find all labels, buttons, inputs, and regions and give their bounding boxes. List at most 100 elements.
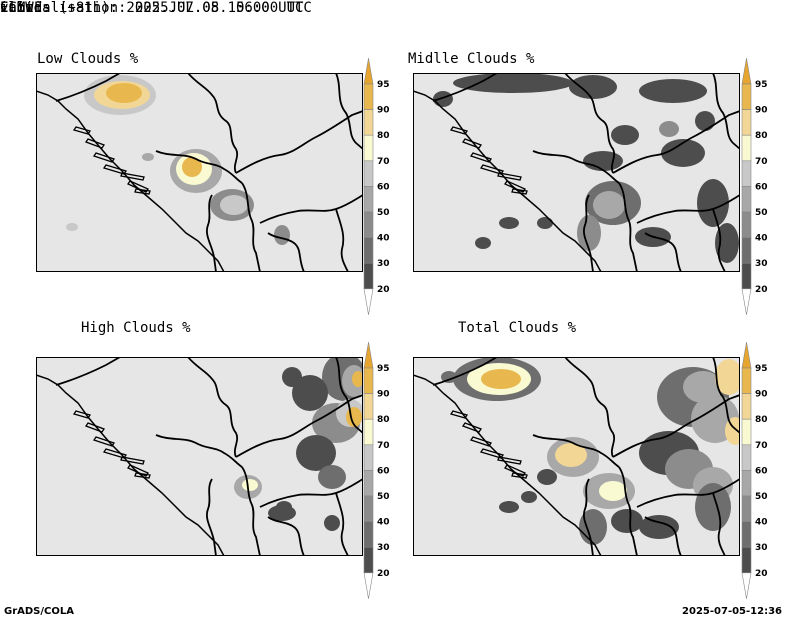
island xyxy=(72,126,92,135)
geography xyxy=(413,357,740,556)
valid-time: valid: (+81h): 2025.JUL.08 15:00 UTC xyxy=(0,0,304,16)
country-border xyxy=(432,357,498,386)
country-border xyxy=(241,182,261,272)
colorbar-bottom-left: 20 30 40 50 60 70 80 90 95 xyxy=(363,341,390,599)
island xyxy=(127,464,149,477)
cloud-contour xyxy=(593,191,625,219)
island xyxy=(134,472,151,479)
cloud-contour xyxy=(611,125,639,145)
colorbar-arrow-top xyxy=(741,57,752,85)
cloud-contour xyxy=(433,91,453,107)
colorbar-label: 80 xyxy=(755,131,768,141)
cloud-contour xyxy=(611,509,643,533)
island xyxy=(462,138,482,149)
island xyxy=(504,180,526,193)
cloud-contour xyxy=(453,73,573,93)
country-border xyxy=(259,478,363,508)
coastline xyxy=(413,90,602,272)
colorbar-segment xyxy=(741,393,752,420)
colorbar-label: 70 xyxy=(377,157,390,167)
colorbar-segment xyxy=(363,262,374,290)
colorbar-segment xyxy=(363,367,374,394)
country-border xyxy=(267,516,305,556)
colorbar-label: 90 xyxy=(755,390,768,400)
cloud-contour xyxy=(441,371,457,383)
colorbar-segment xyxy=(741,83,752,110)
coastline xyxy=(36,90,225,272)
colorbar-label: 40 xyxy=(377,234,390,244)
country-border xyxy=(612,394,740,458)
cloud-contour xyxy=(352,371,363,387)
island xyxy=(497,456,522,465)
colorbar-label: 30 xyxy=(377,543,390,553)
cloud-contour xyxy=(555,443,587,467)
island xyxy=(134,188,151,195)
cloud-contour xyxy=(521,491,537,503)
country-border xyxy=(618,466,638,556)
colorbar-arrow-top xyxy=(363,341,374,369)
cloud-contour xyxy=(577,215,601,251)
country-border xyxy=(187,73,239,174)
colorbar-label: 50 xyxy=(755,492,768,502)
colorbar-segment xyxy=(363,186,374,213)
panel-title-total: Total Clouds % xyxy=(458,320,577,336)
island xyxy=(127,180,149,193)
cloud-contour xyxy=(142,153,154,161)
island xyxy=(72,410,92,419)
country-border xyxy=(235,394,363,458)
colorbar-label: 90 xyxy=(377,390,390,400)
colorbar-segment xyxy=(741,546,752,574)
country-border xyxy=(335,492,349,556)
colorbar-segment xyxy=(741,521,752,548)
geography xyxy=(36,73,363,272)
island xyxy=(449,410,469,419)
island xyxy=(120,172,145,181)
coastline xyxy=(413,374,602,556)
country-border xyxy=(335,208,349,272)
country-border xyxy=(432,73,498,102)
colorbar-bottom-right: 20 30 40 50 60 70 80 90 95 xyxy=(741,341,768,599)
cloud-contour xyxy=(695,111,715,131)
cloud-contour xyxy=(274,225,290,245)
colorbar-segment xyxy=(363,109,374,136)
colorbar-label: 30 xyxy=(755,543,768,553)
colorbar-segment xyxy=(363,546,374,574)
country-border xyxy=(712,73,740,150)
island xyxy=(497,172,522,181)
island xyxy=(92,152,116,163)
map-frame xyxy=(413,357,740,556)
country-border xyxy=(155,434,243,468)
cloud-contour xyxy=(639,79,707,103)
cloud-contour xyxy=(569,75,617,99)
colorbar-segment xyxy=(741,237,752,264)
colorbar-segment xyxy=(741,470,752,497)
colorbar-label: 30 xyxy=(377,259,390,269)
colorbar-segment xyxy=(363,470,374,497)
colorbar-label: 20 xyxy=(377,569,390,579)
cloud-contour xyxy=(276,501,292,513)
colorbar-label: 95 xyxy=(377,364,390,374)
colorbar-arrow-bottom xyxy=(741,572,752,599)
country-border xyxy=(636,478,740,508)
country-border xyxy=(335,357,363,434)
colorbar-segment xyxy=(363,211,374,238)
colorbar-label: 80 xyxy=(377,415,390,425)
country-border xyxy=(712,357,740,434)
country-border xyxy=(335,73,363,150)
colorbar-arrow-bottom xyxy=(363,572,374,599)
country-border xyxy=(187,357,239,458)
cloud-contour xyxy=(697,179,729,227)
cloud-contour xyxy=(639,515,679,539)
model-title: ECMWF xyxy=(0,0,43,16)
colorbar-label: 50 xyxy=(377,208,390,218)
country-border xyxy=(644,232,682,272)
colorbar-top-right: 20 30 40 50 60 70 80 90 95 xyxy=(741,57,768,315)
cloud-contour xyxy=(583,151,623,171)
panel-title-low: Low Clouds % xyxy=(37,51,139,67)
colorbar-label: 70 xyxy=(755,441,768,451)
country-border xyxy=(612,110,740,174)
cloud-contour xyxy=(220,195,248,215)
colorbar-label: 90 xyxy=(755,106,768,116)
island xyxy=(511,188,528,195)
colorbar-segment xyxy=(363,160,374,187)
